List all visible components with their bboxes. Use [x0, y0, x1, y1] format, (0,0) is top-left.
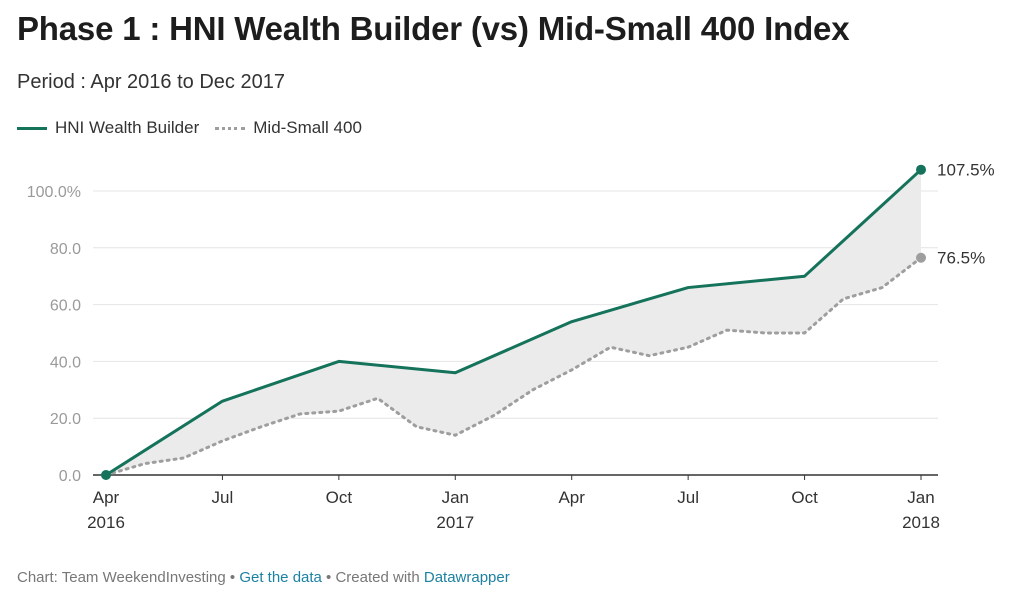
chart-legend: HNI Wealth Builder Mid-Small 400 — [17, 118, 378, 138]
y-tick-label: 40.0 — [50, 354, 81, 371]
series-line-hni — [105, 168, 923, 477]
x-tick-year-label: 2017 — [436, 513, 474, 532]
chart-subtitle: Period : Apr 2016 to Dec 2017 — [17, 71, 285, 93]
x-tick-label: Oct — [326, 488, 353, 507]
x-tick-year-label: 2018 — [902, 513, 940, 532]
y-tick-label: 100.0% — [27, 184, 81, 201]
y-tick-label: 60.0 — [50, 298, 81, 315]
footer-credit: Chart: Team WeekendInvesting — [17, 569, 226, 586]
x-tick-label: Jan — [907, 488, 934, 507]
y-tick-label: 80.0 — [50, 241, 81, 258]
footer-separator: • — [225, 569, 240, 586]
end-label-hni: 107.5% — [937, 161, 995, 180]
series-line-midsmall — [104, 256, 923, 477]
get-the-data-link[interactable]: Get the data — [239, 569, 322, 586]
x-tick-label: Jan — [442, 488, 469, 507]
legend-item-midsmall: Mid-Small 400 — [215, 118, 362, 138]
x-tick-label: Oct — [791, 488, 818, 507]
footer-created-with: • Created with — [321, 569, 424, 586]
y-tick-label: 20.0 — [50, 411, 81, 428]
fill-between-area — [106, 169, 921, 475]
legend-swatch-hni — [17, 126, 47, 130]
datawrapper-link[interactable]: Datawrapper — [423, 569, 510, 586]
x-tick-label: Apr — [558, 488, 585, 507]
line-chart: 0.0 20.0 40.0 60.0 80.0 100.0% Apr 2016 Jul Oct Ja… — [27, 161, 995, 532]
end-dot-midsmall — [916, 252, 926, 263]
y-tick-label: 0.0 — [59, 468, 81, 485]
chart-footer: Chart: Team WeekendInvesting • Get the d… — [17, 569, 510, 586]
chart-title: Phase 1 : HNI Wealth Builder (vs) Mid-Sm… — [17, 10, 850, 47]
x-tick-label: Jul — [677, 488, 699, 507]
x-tick-label: Jul — [212, 488, 234, 507]
legend-item-hni: HNI Wealth Builder — [17, 118, 199, 138]
legend-label-hni: HNI Wealth Builder — [55, 118, 200, 137]
end-label-midsmall: 76.5% — [937, 249, 985, 268]
x-tick-year-label: 2016 — [87, 513, 125, 532]
legend-swatch-midsmall — [215, 126, 246, 130]
x-tick-label: Apr — [93, 488, 120, 507]
end-dot-hni — [916, 164, 926, 175]
start-dot — [101, 470, 111, 480]
legend-label-midsmall: Mid-Small 400 — [253, 118, 362, 137]
